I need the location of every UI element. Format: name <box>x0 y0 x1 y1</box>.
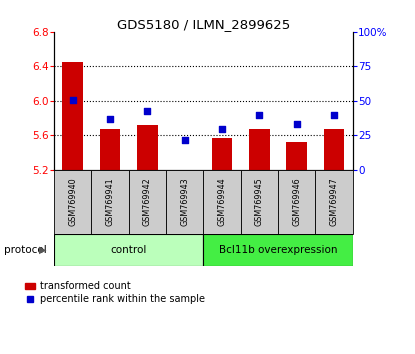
Text: GSM769945: GSM769945 <box>255 177 264 226</box>
Bar <box>203 170 241 234</box>
Text: protocol: protocol <box>4 245 47 255</box>
Bar <box>137 125 158 170</box>
Point <box>181 137 188 142</box>
Bar <box>100 129 120 170</box>
Bar <box>249 129 270 170</box>
Point <box>107 116 113 122</box>
Bar <box>212 138 232 170</box>
Point <box>293 121 300 127</box>
Bar <box>166 170 203 234</box>
Text: GSM769941: GSM769941 <box>105 177 115 226</box>
Bar <box>315 170 353 234</box>
Text: GSM769942: GSM769942 <box>143 177 152 226</box>
Text: control: control <box>110 245 147 255</box>
Point <box>219 126 225 131</box>
Text: Bcl11b overexpression: Bcl11b overexpression <box>219 245 337 255</box>
Point <box>144 108 151 113</box>
Bar <box>54 234 203 266</box>
Bar <box>278 170 315 234</box>
Text: GSM769944: GSM769944 <box>217 177 227 226</box>
Text: GSM769946: GSM769946 <box>292 177 301 226</box>
Bar <box>54 170 91 234</box>
Bar <box>286 142 307 170</box>
Point <box>256 112 263 118</box>
Text: GSM769940: GSM769940 <box>68 177 77 226</box>
Text: GSM769943: GSM769943 <box>180 177 189 226</box>
Bar <box>203 234 353 266</box>
Bar <box>91 170 129 234</box>
Point <box>69 97 76 102</box>
Bar <box>324 129 344 170</box>
Bar <box>241 170 278 234</box>
Point <box>331 112 337 118</box>
Text: ▶: ▶ <box>39 245 46 255</box>
Title: GDS5180 / ILMN_2899625: GDS5180 / ILMN_2899625 <box>117 18 290 31</box>
Bar <box>62 62 83 170</box>
Text: GSM769947: GSM769947 <box>330 177 339 226</box>
Bar <box>129 170 166 234</box>
Legend: transformed count, percentile rank within the sample: transformed count, percentile rank withi… <box>22 278 209 308</box>
